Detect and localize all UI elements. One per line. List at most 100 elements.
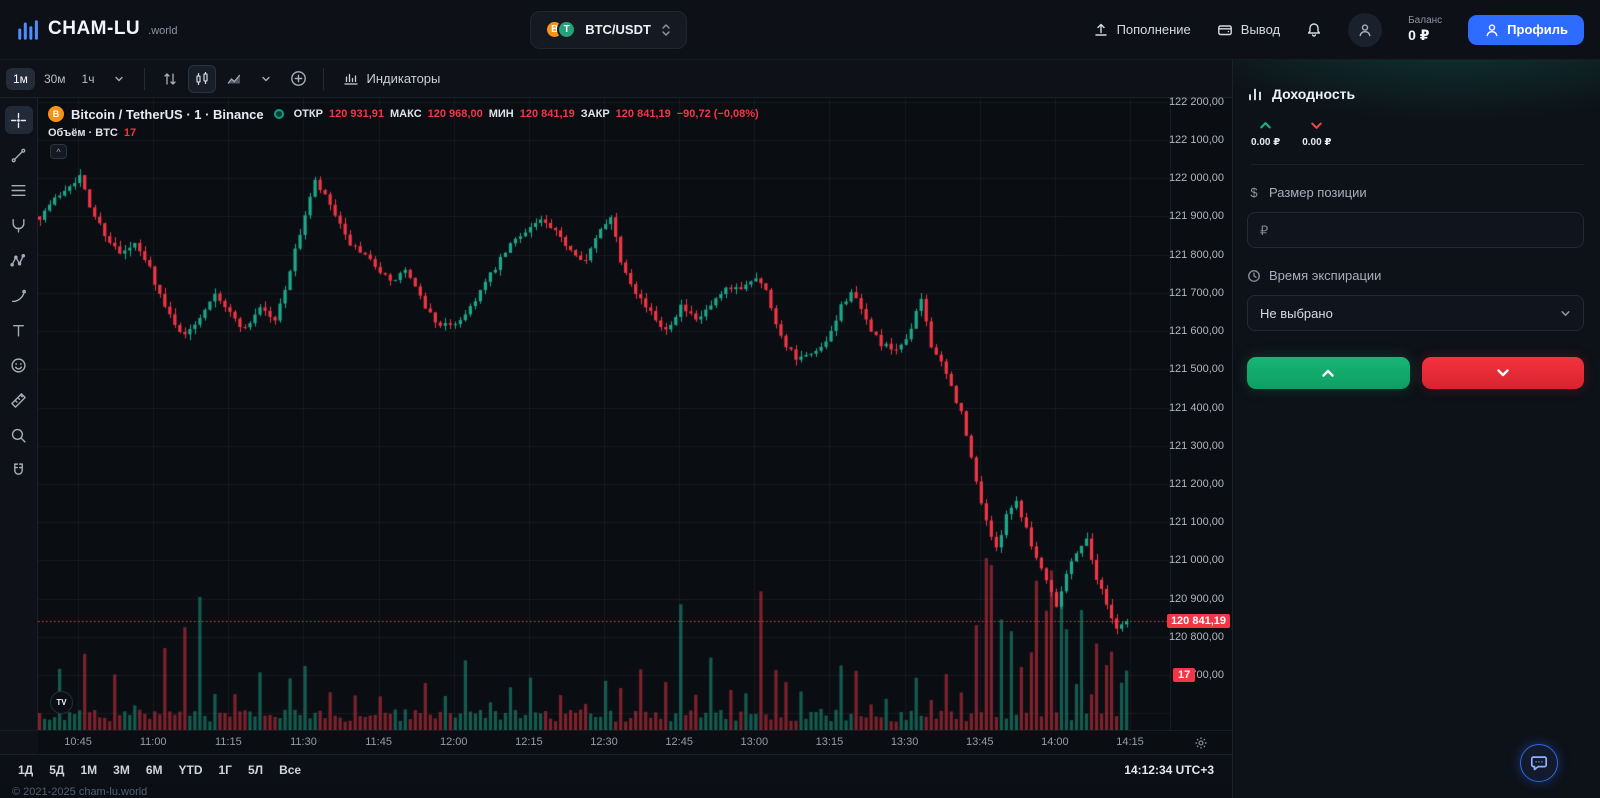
timeframe-dropdown-button[interactable] [105, 65, 133, 93]
yield-chart-icon [1249, 88, 1261, 101]
notifications-button[interactable] [1306, 22, 1322, 38]
clock-utc[interactable]: 14:12:34 UTC+3 [1124, 762, 1214, 777]
yield-up-value: 0.00 ₽ [1251, 137, 1281, 148]
position-size-input[interactable] [1247, 212, 1584, 248]
chart-style-button[interactable] [220, 65, 248, 93]
pitchfork-tool-button[interactable] [5, 211, 33, 239]
timeframe-button-30м[interactable]: 30м [37, 68, 73, 90]
withdraw-label: Вывод [1240, 22, 1281, 37]
plus-circle-icon [291, 71, 306, 86]
emoji-tool-button[interactable] [5, 351, 33, 379]
time-axis-label: 12:00 [439, 736, 468, 748]
range-button-YTD[interactable]: YTD [172, 760, 208, 780]
crosshair-tool-button[interactable] [4, 106, 33, 134]
position-size-label: Размер позиции [1269, 185, 1367, 200]
time-axis-label: 11:15 [214, 736, 242, 748]
candlestick-canvas[interactable] [38, 98, 1170, 730]
legend-collapse-button[interactable]: ^ [50, 144, 67, 159]
range-button-1Д[interactable]: 1Д [12, 760, 39, 780]
time-axis-label: 11:30 [290, 736, 317, 748]
low-label: МИН [488, 108, 514, 120]
symbol-selector[interactable]: B T BTC/USDT [530, 10, 687, 49]
chart-legend: B Bitcoin / TetherUS · 1 · Binance ОТКР 1… [48, 106, 759, 139]
ruler-tool-button[interactable] [5, 386, 33, 414]
pattern-tool-button[interactable] [5, 246, 33, 274]
chart-type-candles-button[interactable] [188, 64, 217, 93]
price-axis-label: 121 200,00 [1168, 477, 1224, 490]
chevron-up-icon [1260, 122, 1271, 129]
brand-logo[interactable]: CHAM-LU .world [16, 18, 178, 42]
chart-style-dropdown-button[interactable] [252, 65, 280, 93]
emoji-icon [11, 357, 26, 373]
range-button-1М[interactable]: 1М [74, 760, 103, 780]
range-button-5Д[interactable]: 5Д [43, 760, 70, 780]
zoom-icon [11, 428, 26, 443]
time-axis-label: 13:30 [890, 736, 919, 748]
time-axis[interactable]: 10:45 11:00 11:15 11:30 11:45 12:00 12:15 12:30… [0, 730, 1232, 754]
chevron-up-icon [1322, 369, 1334, 377]
top-header: CHAM-LU .world B T BTC/USDT Пополнение Вы… [0, 0, 1600, 60]
range-button-5Л[interactable]: 5Л [242, 760, 269, 780]
time-axis-label: 14:00 [1041, 736, 1069, 748]
range-button-6М[interactable]: 6М [140, 760, 169, 780]
price-axis-label: 122 100,00 [1168, 134, 1224, 147]
scale-arrows-button[interactable] [156, 65, 184, 93]
price-axis-label: 121 800,00 [1168, 248, 1224, 261]
tradingview-logo[interactable]: TV [50, 691, 73, 714]
yield-down: 0.00 ₽ [1302, 118, 1331, 148]
chart-pane[interactable]: B Bitcoin / TetherUS · 1 · Binance ОТКР 1… [38, 98, 1170, 730]
buy-down-button[interactable] [1421, 357, 1584, 389]
time-axis-label: 12:45 [665, 736, 693, 748]
magnet-icon [14, 462, 23, 475]
range-button-Все[interactable]: Все [273, 760, 307, 780]
change-value: −90,72 (−0,08%) [676, 108, 759, 120]
high-value: 120 968,00 [427, 108, 483, 120]
chevron-down-icon [1561, 310, 1570, 316]
price-axis-label: 121 600,00 [1168, 325, 1224, 338]
trade-panel: Доходность 0.00 ₽ 0.00 ₽ $ Размер позици… [1232, 60, 1600, 798]
brush-tool-button[interactable] [5, 281, 33, 309]
compare-add-button[interactable] [284, 65, 312, 93]
expiry-selected-value: Не выбрано [1260, 305, 1333, 321]
buy-up-button[interactable] [1247, 357, 1410, 389]
time-axis-label: 12:15 [515, 736, 543, 748]
expiry-label-row: Время экспирации [1247, 268, 1584, 283]
expiry-select[interactable]: Не выбрано [1247, 295, 1584, 331]
price-axis[interactable]: 122 200,00 122 100,00 122 000,00 121 900,00… [1166, 96, 1232, 730]
indicators-button[interactable]: Индикаторы [335, 67, 448, 91]
chevron-down-icon [1497, 369, 1509, 377]
symbol-coin-icons: B T [545, 20, 577, 39]
low-value: 120 841,19 [519, 108, 575, 120]
fib-retracement-tool-button[interactable] [5, 176, 33, 204]
zoom-tool-button[interactable] [5, 421, 33, 449]
range-button-3М[interactable]: 3М [107, 760, 136, 780]
brand-name: CHAM-LU [48, 17, 141, 39]
timeframe-button-1ч[interactable]: 1ч [75, 68, 102, 90]
price-axis-label: 121 500,00 [1168, 363, 1224, 376]
range-button-1Г[interactable]: 1Г [212, 760, 237, 780]
timeframe-button-1м[interactable]: 1м [6, 67, 35, 90]
axis-settings-button[interactable] [1170, 731, 1232, 754]
time-axis-label: 14:15 [1116, 736, 1144, 748]
trend-line-tool-button[interactable] [5, 141, 33, 169]
chat-bubble-icon [1530, 756, 1548, 771]
price-axis-label: 122 000,00 [1168, 172, 1224, 185]
withdraw-button[interactable]: Вывод [1217, 22, 1280, 38]
pattern-icon [10, 253, 26, 267]
profile-button[interactable]: Профиль [1468, 14, 1584, 45]
volume-axis-badge: 17 [1173, 667, 1196, 682]
area-chart-icon [228, 74, 241, 84]
legend-title[interactable]: Bitcoin / TetherUS · 1 · Binance [71, 106, 264, 122]
brand-logo-icon [18, 19, 38, 40]
avatar[interactable] [1348, 12, 1383, 47]
text-tool-button[interactable] [5, 316, 33, 344]
clock-icon [1248, 269, 1260, 282]
crosshair-icon [10, 112, 27, 128]
position-size-label-row: $ Размер позиции [1247, 185, 1584, 200]
magnet-tool-button[interactable] [5, 456, 33, 484]
support-chat-button[interactable] [1520, 744, 1558, 782]
price-axis-label: 120 900,00 [1168, 592, 1224, 605]
yield-down-value: 0.00 ₽ [1302, 137, 1332, 148]
deposit-button[interactable]: Пополнение [1093, 22, 1191, 38]
range-bar: 1Д 5Д 1М 3М 6М YTD 1Г 5Л Все 14:12:34 UTC+3 [0, 754, 1232, 784]
